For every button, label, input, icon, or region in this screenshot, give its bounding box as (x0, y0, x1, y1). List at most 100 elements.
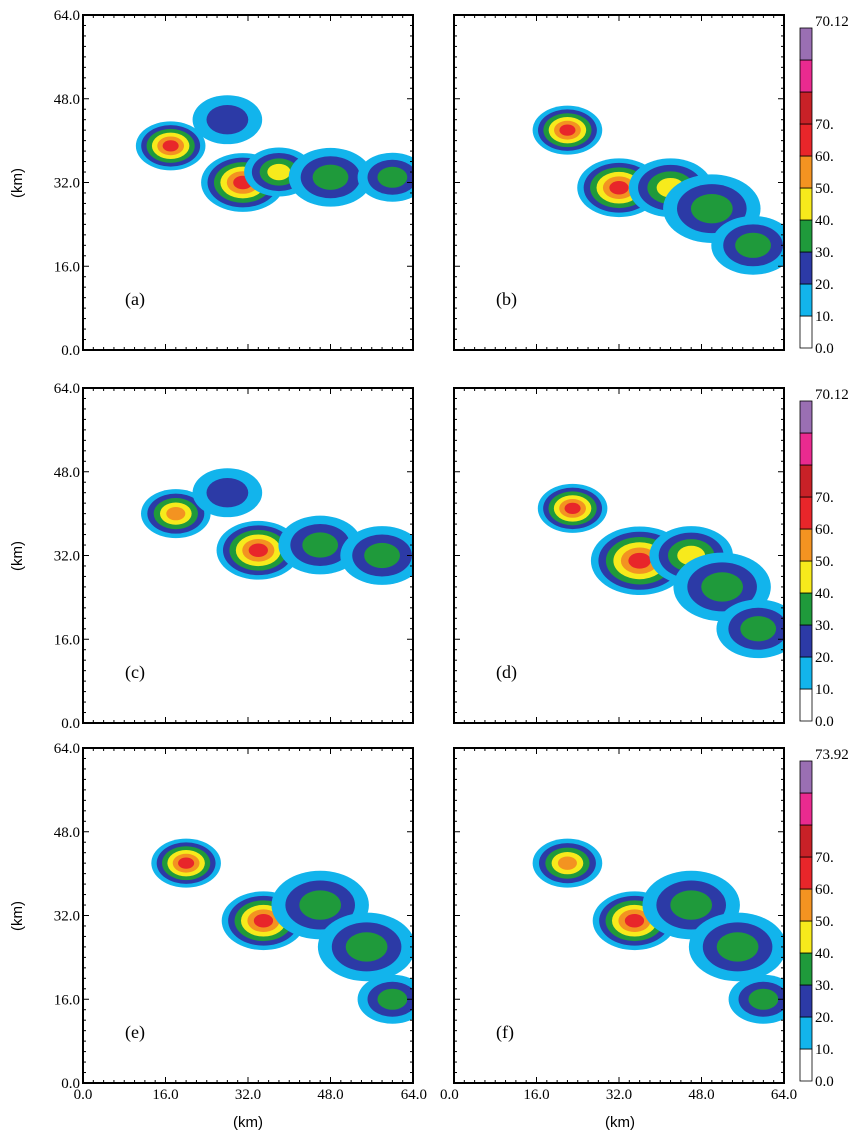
colorbar-swatch (799, 920, 813, 954)
panel-label: (e) (125, 1022, 145, 1043)
reflectivity-cell-0-level-5 (564, 502, 581, 515)
y-tick-label: 16.0 (54, 992, 80, 1008)
reflectivity-cell-1-level-5 (628, 552, 651, 569)
colorbar-swatch (799, 496, 813, 530)
colorbar-label: 20. (815, 650, 834, 666)
colorbar-swatch (799, 123, 813, 157)
colorbar-label: 30. (815, 978, 834, 994)
y-tick-label: 48.0 (54, 92, 80, 108)
reflectivity-cell-5-level-1 (206, 104, 249, 135)
panel-label: (f) (496, 1022, 514, 1043)
reflectivity-cell-1-level-5 (609, 180, 629, 195)
colorbar-label: 60. (815, 149, 834, 165)
colorbar-label: 60. (815, 882, 834, 898)
colorbar-max-label: 70.12 (815, 387, 849, 403)
reflectivity-cell-2-level-2 (302, 532, 339, 558)
y-tick-label: 16.0 (54, 259, 80, 275)
colorbar-swatch (799, 187, 813, 221)
panel-label: (d) (496, 662, 517, 683)
panel-e: 0.0 16.0 32.0 48.0 64.0 0.0 16.0 32.0 48.0 64.0 (e… (54, 741, 427, 1103)
field-layer (141, 468, 413, 585)
colorbar-swatch (799, 432, 813, 466)
colorbar-swatch (799, 592, 813, 626)
x-tick-label: 0.0 (440, 1087, 459, 1103)
colorbar-swatch (799, 59, 813, 93)
colorbar-label: 30. (815, 618, 834, 634)
y-axis-label-row1: (km) (9, 168, 26, 198)
colorbar-swatch (799, 824, 813, 858)
field-layer (151, 838, 413, 1024)
reflectivity-cell-1-level-5 (248, 543, 268, 558)
colorbar-label: 70. (815, 850, 834, 866)
colorbar-label: 20. (815, 277, 834, 293)
y-tick-label: 32.0 (54, 909, 80, 925)
colorbar-3: 0.0 10. 20. 30. 40. 50. 60. 70. 73.92 (799, 747, 849, 1090)
colorbar-label: 50. (815, 914, 834, 930)
colorbar-swatch (799, 528, 813, 562)
panel-a: 0.0 16.0 32.0 48.0 64.0 (a) (54, 8, 414, 359)
colorbar-swatch (799, 856, 813, 890)
x-tick-label: 32.0 (235, 1087, 261, 1103)
colorbar-1: 0.0 10. 20. 30. 40. 50. 60. 70. 70.12 (799, 14, 849, 357)
field-layer (135, 95, 413, 212)
reflectivity-cell-0-level-5 (162, 140, 179, 152)
panel-b: (b) (453, 14, 785, 351)
colorbar-label: 60. (815, 522, 834, 538)
x-tick-label: 64.0 (401, 1087, 427, 1103)
colorbar-label: 0.0 (815, 341, 834, 357)
ticks (82, 387, 414, 724)
y-tick-label: 32.0 (54, 549, 80, 565)
reflectivity-cell-3-level-2 (716, 932, 759, 962)
colorbar-label: 70. (815, 490, 834, 506)
colorbar-max-label: 73.92 (815, 747, 849, 763)
colorbar-swatch (799, 283, 813, 317)
reflectivity-cell-4-level-2 (748, 988, 779, 1010)
x-tick-label: 16.0 (523, 1087, 549, 1103)
colorbar-label: 10. (815, 682, 834, 698)
colorbar-swatch (799, 760, 813, 794)
reflectivity-cell-4-level-2 (740, 616, 777, 642)
colorbar-label: 10. (815, 1042, 834, 1058)
colorbar-label: 40. (815, 586, 834, 602)
y-tick-label: 64.0 (54, 741, 80, 757)
panel-label: (a) (125, 289, 145, 310)
colorbar-swatch (799, 315, 813, 349)
colorbar-label: 30. (815, 245, 834, 261)
colorbar-label: 40. (815, 213, 834, 229)
colorbar-swatch (799, 984, 813, 1018)
x-tick-label: 32.0 (606, 1087, 632, 1103)
reflectivity-cell-1-level-5 (624, 913, 645, 928)
colorbar-2: 0.0 10. 20. 30. 40. 50. 60. 70. 70.12 (799, 387, 849, 730)
panel-label: (c) (125, 662, 145, 683)
colorbar-swatch (799, 656, 813, 690)
x-tick-label: 0.0 (74, 1087, 93, 1103)
ticks (453, 747, 785, 1084)
y-tick-label: 48.0 (54, 825, 80, 841)
colorbar-max-label: 70.12 (815, 14, 849, 30)
reflectivity-cell-0-level-4 (166, 506, 186, 521)
reflectivity-cell-4-level-2 (735, 232, 771, 258)
x-tick-label: 48.0 (317, 1087, 343, 1103)
colorbar-swatch (799, 400, 813, 434)
reflectivity-cell-3-level-2 (345, 932, 388, 962)
reflectivity-cell-4-level-2 (377, 166, 408, 188)
panel-label: (b) (496, 289, 517, 310)
colorbar-swatch (799, 91, 813, 125)
colorbar-swatch (799, 155, 813, 189)
colorbar-label: 0.0 (815, 714, 834, 730)
colorbar-swatch (799, 792, 813, 826)
colorbar-label: 10. (815, 309, 834, 325)
reflectivity-cell-3-level-2 (312, 164, 349, 190)
ticks (453, 387, 785, 724)
x-tick-label: 16.0 (152, 1087, 178, 1103)
reflectivity-cell-3-level-2 (364, 542, 400, 569)
colorbar-swatch (799, 560, 813, 594)
ticks (453, 14, 785, 351)
y-tick-label: 48.0 (54, 465, 80, 481)
y-axis-label-row2: (km) (9, 541, 26, 571)
y-tick-label: 0.0 (61, 343, 80, 359)
y-tick-label: 0.0 (61, 716, 80, 732)
field-layer (532, 838, 784, 1024)
colorbar-swatch (799, 952, 813, 986)
colorbar-swatch (799, 27, 813, 61)
